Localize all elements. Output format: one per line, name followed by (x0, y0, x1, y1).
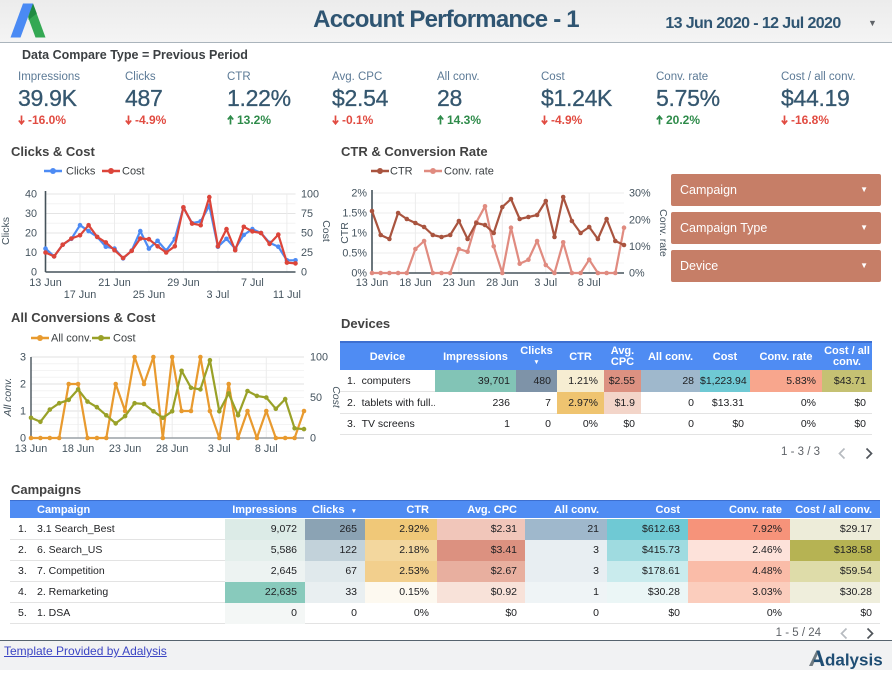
svg-text:13 Jun: 13 Jun (29, 277, 61, 289)
svg-text:0: 0 (301, 267, 307, 279)
svg-text:2: 2 (20, 379, 26, 391)
svg-text:Cost: Cost (330, 386, 340, 409)
svg-text:Conv. rate: Conv. rate (657, 209, 669, 257)
svg-text:0: 0 (31, 267, 37, 279)
svg-text:Clicks: Clicks (0, 217, 12, 245)
svg-text:CTR: CTR (390, 166, 413, 178)
svg-text:20%: 20% (629, 214, 651, 226)
svg-text:0: 0 (310, 433, 316, 445)
svg-text:25 Jun: 25 Jun (133, 289, 165, 301)
svg-text:0: 0 (20, 433, 26, 445)
svg-text:21 Jun: 21 Jun (98, 277, 130, 289)
svg-text:23 Jun: 23 Jun (443, 277, 475, 289)
svg-text:3 Jul: 3 Jul (534, 277, 557, 289)
svg-text:8 Jul: 8 Jul (578, 277, 601, 289)
svg-text:100: 100 (301, 189, 319, 201)
svg-text:18 Jun: 18 Jun (399, 277, 431, 289)
svg-text:40: 40 (25, 189, 37, 201)
svg-text:CTR: CTR (340, 222, 351, 244)
svg-text:10%: 10% (629, 241, 651, 253)
svg-text:1: 1 (20, 406, 26, 418)
svg-text:7 Jul: 7 Jul (241, 277, 264, 289)
svg-text:13 Jun: 13 Jun (356, 277, 388, 289)
svg-text:0%: 0% (351, 268, 367, 280)
svg-text:50: 50 (301, 228, 313, 240)
svg-text:25: 25 (301, 247, 313, 259)
svg-text:23 Jun: 23 Jun (109, 443, 141, 455)
svg-text:0%: 0% (629, 268, 645, 280)
svg-text:Conv. rate: Conv. rate (444, 166, 494, 178)
svg-text:1%: 1% (351, 228, 367, 240)
svg-text:3 Jul: 3 Jul (208, 443, 231, 455)
svg-text:13 Jun: 13 Jun (15, 443, 47, 455)
svg-text:50: 50 (310, 392, 322, 404)
svg-text:30: 30 (25, 208, 37, 220)
svg-text:29 Jun: 29 Jun (167, 277, 199, 289)
svg-text:1.5%: 1.5% (342, 208, 367, 220)
svg-text:Cost: Cost (320, 220, 332, 242)
svg-text:8 Jul: 8 Jul (255, 443, 278, 455)
svg-text:Cost: Cost (122, 166, 145, 178)
svg-text:All conv.: All conv. (51, 333, 92, 345)
svg-text:3: 3 (20, 352, 26, 364)
svg-text:100: 100 (310, 352, 328, 364)
svg-text:All conv.: All conv. (2, 378, 14, 418)
svg-text:Cost: Cost (113, 333, 136, 345)
svg-text:2%: 2% (351, 188, 367, 200)
svg-text:11 Jul: 11 Jul (273, 289, 301, 301)
svg-text:75: 75 (301, 208, 313, 220)
svg-text:10: 10 (25, 247, 37, 259)
svg-text:18 Jun: 18 Jun (62, 443, 94, 455)
svg-text:17 Jun: 17 Jun (64, 289, 96, 301)
svg-text:28 Jun: 28 Jun (156, 443, 188, 455)
svg-text:Clicks: Clicks (66, 166, 96, 178)
svg-text:dalysis: dalysis (825, 651, 883, 670)
svg-text:0.5%: 0.5% (342, 248, 367, 260)
svg-text:30%: 30% (629, 188, 651, 200)
svg-text:28 Jun: 28 Jun (486, 277, 518, 289)
svg-text:20: 20 (25, 228, 37, 240)
svg-text:3 Jul: 3 Jul (206, 289, 229, 301)
